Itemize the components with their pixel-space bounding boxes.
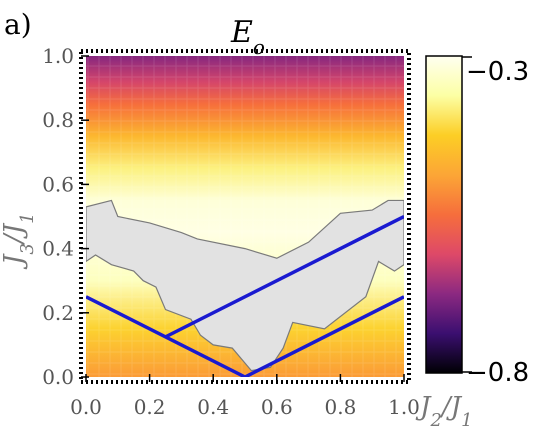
x-axis-title: J2/J1 bbox=[415, 392, 473, 431]
colorbar bbox=[425, 55, 463, 374]
y-tick-label: 0.4 bbox=[42, 237, 74, 261]
boundary-line-1 bbox=[86, 295, 404, 377]
phase-boundary-lines bbox=[86, 214, 404, 377]
panel-label: a) bbox=[4, 8, 32, 41]
undefined-region bbox=[86, 199, 404, 372]
colorbar-min-label: −0.8 bbox=[466, 358, 529, 388]
plot-area bbox=[86, 56, 404, 377]
x-tick-label: 0.6 bbox=[261, 395, 293, 419]
boundary-line-2 bbox=[164, 214, 404, 339]
y-tick-label: 0.2 bbox=[42, 301, 74, 325]
colorbar-max-label: −0.3 bbox=[466, 57, 529, 87]
y-tick-label: 1.0 bbox=[42, 44, 74, 68]
y-axis-ticks: 0.0 0.2 0.4 0.6 0.8 1.0 bbox=[42, 44, 89, 389]
x-tick-label: 0.8 bbox=[324, 395, 356, 419]
x-tick-label: 0.2 bbox=[134, 395, 166, 419]
x-tick-label: 0.4 bbox=[197, 395, 229, 419]
y-tick-label: 0.6 bbox=[42, 172, 74, 196]
y-tick-label: 0.0 bbox=[42, 365, 74, 389]
x-tick-label: 1.0 bbox=[388, 395, 420, 419]
x-tick-label: 0.0 bbox=[70, 395, 102, 419]
y-axis-title: J3/J1 bbox=[0, 212, 38, 270]
y-tick-label: 0.8 bbox=[42, 108, 74, 132]
x-axis-ticks: 0.0 0.2 0.4 0.6 0.8 1.0 bbox=[70, 374, 420, 419]
